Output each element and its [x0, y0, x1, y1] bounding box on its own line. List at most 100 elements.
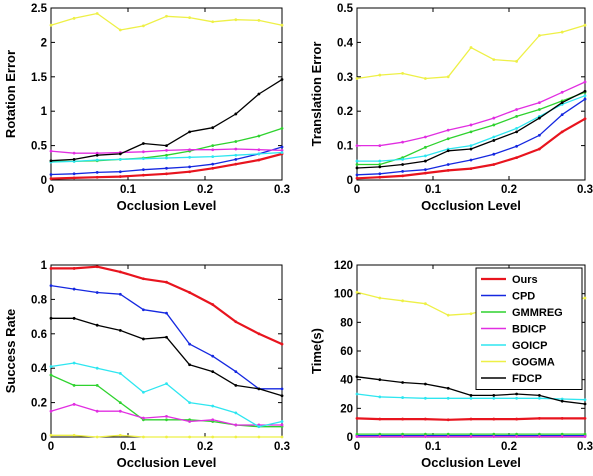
data-point-ours: [378, 417, 382, 421]
y-axis-label: Rotation Error: [3, 50, 18, 138]
plot-frame: [356, 7, 586, 181]
data-point-ours: [583, 117, 587, 121]
data-point-gogma: [234, 435, 238, 439]
y-tick-label: 60: [340, 346, 353, 358]
y-tick-label: 20: [340, 403, 353, 415]
data-point-ours: [401, 174, 404, 178]
data-point-cpd: [188, 165, 192, 169]
data-point-gmmreg: [378, 432, 382, 436]
series-cpd: [49, 284, 284, 391]
y-tick-label: 1: [41, 260, 48, 272]
series-ours: [49, 265, 284, 346]
data-point-gmmreg: [355, 163, 359, 166]
data-point-gogma: [538, 34, 541, 37]
data-point-gogma: [583, 23, 587, 27]
y-tick-label: 100: [334, 289, 353, 301]
data-point-gmmreg: [424, 145, 427, 149]
data-point-gmmreg: [95, 384, 99, 387]
data-point-fdcp: [469, 147, 473, 151]
data-point-ours: [492, 417, 496, 421]
data-point-fdcp: [446, 149, 450, 153]
data-point-cpd: [492, 152, 496, 156]
data-point-ours: [211, 166, 215, 170]
data-point-cpd: [95, 171, 99, 174]
data-point-ours: [492, 163, 496, 166]
data-point-gogma: [211, 435, 215, 439]
legend-label-goicp: GOICP: [512, 340, 547, 352]
data-point-bdicp: [49, 149, 53, 153]
data-point-fdcp: [118, 152, 122, 156]
data-point-goicp: [72, 160, 76, 163]
data-point-cpd: [469, 158, 473, 162]
x-tick-label: 0.1: [120, 441, 137, 453]
data-point-bdicp: [424, 135, 427, 139]
data-point-goicp: [446, 396, 450, 400]
y-tick-label: 0.3: [337, 72, 353, 84]
data-point-gmmreg: [280, 126, 284, 130]
data-point-ours: [142, 173, 145, 177]
data-point-gogma: [211, 20, 215, 24]
y-tick-label: 0.8: [31, 294, 48, 306]
data-point-gogma: [469, 312, 473, 316]
data-point-goicp: [95, 158, 99, 162]
data-point-bdicp: [378, 435, 382, 438]
x-tick-label: 0: [48, 184, 54, 196]
x-tick-label: 0: [48, 441, 54, 453]
data-point-gmmreg: [49, 373, 53, 377]
data-point-bdicp: [446, 435, 450, 438]
data-point-bdicp: [492, 435, 496, 438]
data-point-fdcp: [280, 78, 284, 81]
data-point-cpd: [538, 133, 541, 137]
data-point-gogma: [446, 313, 450, 317]
data-point-bdicp: [142, 150, 145, 154]
data-point-gmmreg: [538, 432, 541, 436]
data-point-ours: [469, 167, 473, 171]
data-point-cpd: [211, 162, 215, 166]
data-point-fdcp: [188, 130, 192, 134]
legend-label-cpd: CPD: [512, 291, 535, 303]
y-tick-label: 0: [41, 175, 47, 187]
data-point-goicp: [280, 420, 284, 423]
data-point-gogma: [355, 77, 359, 80]
data-point-bdicp: [188, 148, 192, 152]
x-axis-label: Occlusion Level: [117, 198, 217, 213]
data-point-gmmreg: [118, 401, 122, 404]
data-point-bdicp: [211, 148, 215, 152]
data-point-goicp: [401, 157, 404, 161]
series-fdcp: [49, 78, 284, 163]
series-cpd: [355, 97, 587, 177]
data-point-goicp: [118, 157, 122, 161]
data-point-gogma: [95, 12, 99, 15]
data-point-goicp: [560, 397, 564, 401]
data-point-fdcp: [234, 112, 238, 116]
data-point-ours: [234, 162, 238, 166]
data-point-goicp: [49, 365, 53, 368]
data-point-fdcp: [165, 144, 168, 148]
data-point-fdcp: [257, 92, 261, 96]
data-point-gogma: [401, 71, 404, 75]
data-point-cpd: [401, 170, 404, 173]
data-point-gmmreg: [355, 432, 359, 436]
data-point-bdicp: [165, 149, 168, 152]
data-point-gogma: [424, 302, 427, 306]
x-tick-label: 0.2: [501, 441, 517, 453]
data-point-goicp: [378, 159, 382, 163]
data-point-fdcp: [492, 394, 496, 397]
series-fdcp: [355, 89, 587, 170]
series-bdicp: [355, 80, 587, 148]
data-point-ours: [188, 291, 192, 294]
data-point-fdcp: [492, 139, 496, 142]
chart-panel-4: 0 0.1 0.2 0.3 0 20 40 60 80 100 120 Occlusion Level…: [309, 260, 593, 470]
data-point-ours: [538, 416, 541, 420]
data-point-goicp: [95, 366, 99, 370]
data-point-ours: [72, 176, 76, 180]
x-tick-label: 0.2: [501, 184, 517, 196]
series-goicp: [355, 392, 587, 402]
data-point-gogma: [401, 299, 404, 303]
data-point-cpd: [142, 308, 145, 312]
data-point-cpd: [560, 113, 564, 117]
data-point-fdcp: [401, 381, 404, 384]
data-point-gmmreg: [424, 432, 427, 436]
data-point-gogma: [142, 24, 145, 28]
